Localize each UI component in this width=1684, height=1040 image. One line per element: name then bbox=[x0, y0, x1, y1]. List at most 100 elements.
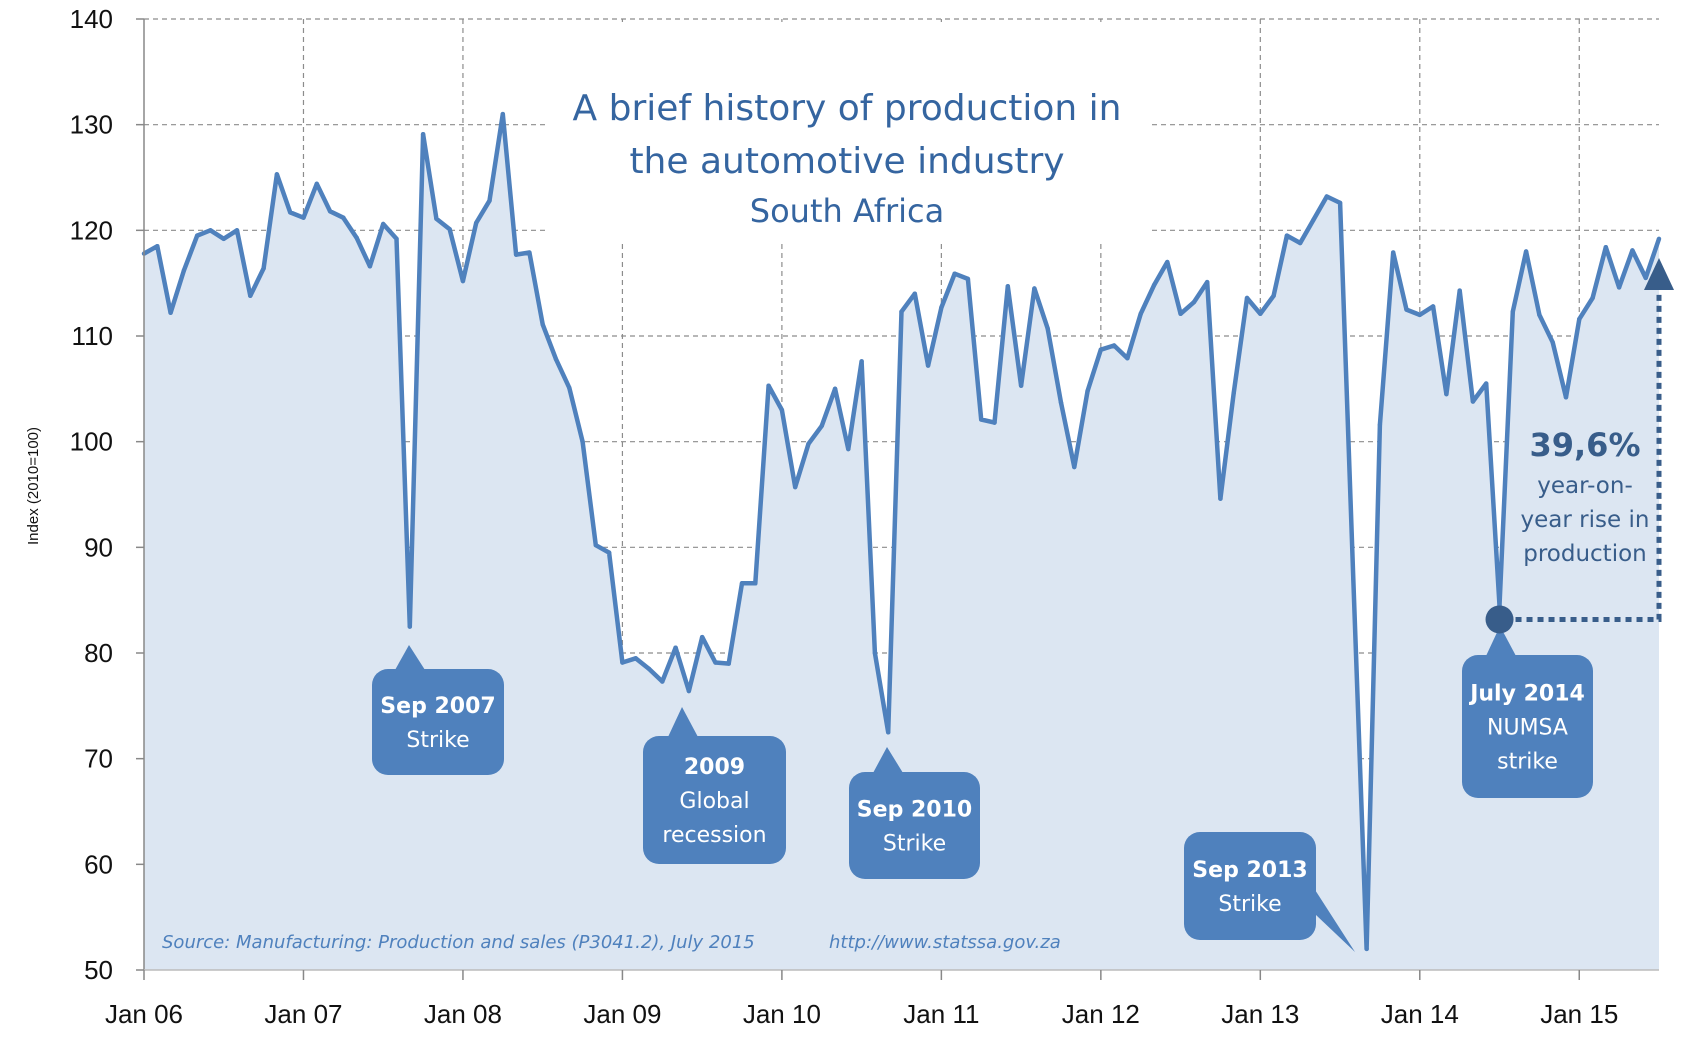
axes bbox=[143, 19, 1659, 971]
data-point bbox=[939, 305, 944, 310]
y-tick-label: 110 bbox=[72, 321, 113, 351]
callout-text: Strike bbox=[883, 832, 946, 857]
chart-title-line1: A brief history of production in bbox=[573, 88, 1122, 129]
data-point bbox=[540, 322, 545, 327]
data-point bbox=[753, 581, 758, 586]
y-tick-label: 60 bbox=[84, 849, 113, 879]
data-point bbox=[1244, 295, 1250, 301]
callout-sep-2007: Sep 2007 Strike bbox=[372, 645, 504, 775]
yoy-caption-1: year-on- bbox=[1537, 473, 1633, 499]
data-point bbox=[1018, 383, 1024, 388]
data-point bbox=[1072, 464, 1077, 470]
data-point bbox=[1404, 307, 1409, 312]
data-point bbox=[261, 266, 266, 271]
yoy-value: 39,6% bbox=[1529, 426, 1640, 464]
data-point bbox=[1377, 422, 1383, 427]
area-fill bbox=[144, 114, 1659, 971]
data-point bbox=[447, 227, 452, 232]
arrow-up-icon bbox=[1644, 258, 1674, 290]
data-point bbox=[1391, 250, 1396, 255]
x-tick-label: Jan 10 bbox=[743, 999, 821, 1029]
callout-text: recession bbox=[662, 823, 766, 848]
chart-subtitle: South Africa bbox=[750, 192, 944, 230]
data-point bbox=[1457, 288, 1462, 293]
y-tick-label: 70 bbox=[84, 744, 113, 774]
x-tick-label: Jan 09 bbox=[583, 999, 661, 1029]
data-point bbox=[1151, 283, 1157, 288]
callout-text: strike bbox=[1497, 750, 1558, 775]
data-point bbox=[1364, 946, 1369, 952]
source-text: Source: Manufacturing: Production and sa… bbox=[162, 932, 755, 953]
callout-box bbox=[1184, 832, 1316, 940]
data-point bbox=[925, 363, 931, 368]
x-tick-label: Jan 08 bbox=[424, 999, 502, 1029]
x-tick-label: Jan 11 bbox=[903, 999, 979, 1029]
data-point bbox=[1271, 293, 1276, 299]
callout-text: Strike bbox=[1218, 892, 1281, 917]
data-point bbox=[872, 650, 878, 656]
data-point bbox=[886, 730, 891, 735]
data-point bbox=[394, 236, 399, 241]
source-url: http://www.statssa.gov.za bbox=[829, 932, 1061, 953]
data-point bbox=[327, 209, 333, 214]
callout-sep-2013: Sep 2013 Strike bbox=[1184, 832, 1355, 952]
data-point bbox=[314, 181, 319, 187]
x-tick-label: Jan 06 bbox=[105, 999, 183, 1029]
data-point bbox=[979, 417, 984, 422]
callout-text: Strike bbox=[406, 728, 469, 753]
data-point bbox=[1005, 284, 1011, 289]
data-point bbox=[1138, 311, 1143, 317]
y-tick-label: 80 bbox=[84, 638, 113, 668]
y-tick-label: 90 bbox=[84, 532, 113, 562]
data-point bbox=[553, 357, 559, 362]
data-point bbox=[168, 310, 173, 315]
yoy-caption-3: production bbox=[1523, 541, 1647, 567]
data-point bbox=[1204, 279, 1210, 285]
data-point bbox=[819, 423, 824, 429]
data-point bbox=[1311, 217, 1316, 222]
data-point bbox=[1058, 400, 1064, 405]
data-point bbox=[660, 679, 665, 684]
data-point bbox=[1284, 233, 1290, 238]
data-point bbox=[580, 439, 585, 444]
chart-title-line2: the automotive industry bbox=[629, 141, 1064, 182]
data-point bbox=[699, 634, 705, 640]
callout-title: Sep 2010 bbox=[857, 798, 972, 823]
data-point bbox=[513, 252, 519, 257]
data-point bbox=[181, 268, 187, 273]
data-point bbox=[1643, 275, 1648, 281]
data-point bbox=[1590, 295, 1595, 301]
data-point bbox=[965, 276, 971, 282]
callout-july-2014: July 2014 NUMSA strike bbox=[1462, 626, 1593, 798]
yoy-highlight: 39,6% year-on- year rise in production bbox=[1485, 258, 1674, 634]
data-point bbox=[1297, 240, 1303, 246]
data-point bbox=[859, 359, 864, 364]
callout-box bbox=[1462, 655, 1593, 798]
data-point bbox=[1656, 236, 1662, 241]
data-point bbox=[1231, 390, 1236, 396]
data-point bbox=[234, 228, 240, 233]
data-point bbox=[1337, 200, 1343, 206]
data-point bbox=[633, 656, 638, 661]
data-point bbox=[806, 441, 811, 446]
data-point bbox=[1430, 304, 1436, 309]
data-point bbox=[1444, 391, 1449, 397]
callout-text: NUMSA bbox=[1487, 716, 1568, 741]
data-point bbox=[1484, 381, 1489, 386]
x-tick-label: Jan 13 bbox=[1221, 999, 1299, 1029]
data-point bbox=[155, 243, 160, 249]
callout-title: July 2014 bbox=[1468, 682, 1585, 707]
data-point bbox=[606, 550, 612, 555]
data-point bbox=[367, 264, 373, 269]
data-point bbox=[500, 111, 506, 117]
x-tick-label: Jan 14 bbox=[1381, 999, 1459, 1029]
data-point bbox=[434, 216, 439, 221]
data-point bbox=[381, 221, 386, 227]
july-2014-marker bbox=[1485, 605, 1514, 634]
y-tick-label: 120 bbox=[70, 215, 113, 245]
data-point bbox=[407, 624, 412, 629]
x-tick-label: Jan 15 bbox=[1540, 999, 1618, 1029]
callout-title: 2009 bbox=[684, 755, 745, 780]
data-point bbox=[1630, 248, 1635, 253]
data-point bbox=[420, 131, 426, 137]
